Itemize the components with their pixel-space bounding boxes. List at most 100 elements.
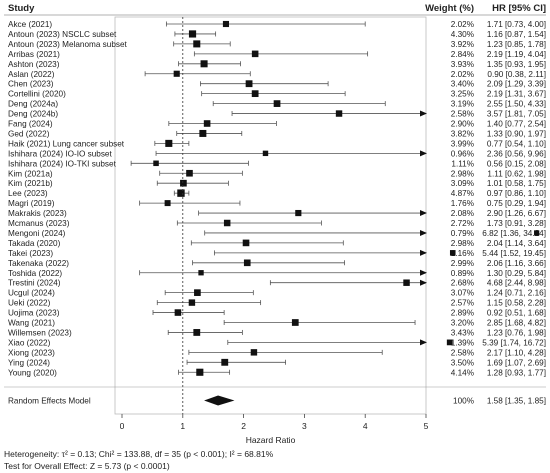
study-label: Fang (2024) bbox=[8, 120, 53, 129]
study-label: Toshida (2022) bbox=[8, 269, 62, 278]
study-label: Magri (2019) bbox=[8, 199, 55, 208]
ci-arrow bbox=[420, 279, 427, 286]
study-weight: 2.90% bbox=[451, 120, 474, 129]
study-row: Kim (2021b) 3.09% 1.01 [0.58, 1.75] bbox=[8, 179, 546, 188]
study-hr-ci: 1.11 [0.62, 1.98] bbox=[487, 169, 546, 178]
summary-label: Random Effects Model bbox=[8, 397, 91, 406]
study-label: Takada (2020) bbox=[8, 239, 61, 248]
study-weight: 2.58% bbox=[451, 348, 474, 357]
point-estimate bbox=[250, 349, 258, 356]
study-label: Deng (2024b) bbox=[8, 110, 58, 119]
study-row: Makrakis (2023) 2.08% 2.90 [1.26, 6.67] bbox=[8, 209, 546, 218]
study-hr-ci: 0.97 [0.86, 1.10] bbox=[487, 189, 546, 198]
study-hr-ci: 1.33 [0.90, 1.97] bbox=[487, 129, 546, 138]
study-label: Arribas (2021) bbox=[8, 50, 60, 59]
plot-frame bbox=[114, 16, 427, 415]
study-hr-ci: 5.39 [1.74, 16.72] bbox=[482, 338, 546, 347]
study-row: Haik (2021) Lung cancer subset 3.99% 0.77 … bbox=[8, 139, 546, 148]
x-tick-label: 5 bbox=[424, 421, 429, 431]
study-hr-ci: 2.55 [1.50, 4.33] bbox=[487, 100, 546, 109]
x-tick-label: 2 bbox=[241, 421, 246, 431]
heterogeneity-text: Heterogeneity: τ² = 0.13; Chi² = 133.88,… bbox=[4, 449, 274, 459]
study-hr-ci: 1.16 [0.87, 1.54] bbox=[487, 30, 546, 39]
study-hr-ci: 0.90 [0.38, 2.11] bbox=[487, 70, 546, 79]
point-estimate bbox=[200, 60, 208, 68]
study-hr-ci: 0.56 [0.15, 2.08] bbox=[487, 159, 546, 168]
x-tick-label: 4 bbox=[363, 421, 368, 431]
study-hr-ci: 0.77 [0.54, 1.10] bbox=[487, 139, 546, 148]
x-axis: 0 1 2 3 4 5 bbox=[120, 414, 429, 431]
study-label: Xiong (2023) bbox=[8, 348, 55, 357]
study-row: Antoun (2023) NSCLC subset 4.30% 1.16 [0.8… bbox=[8, 30, 546, 39]
point-estimate bbox=[180, 179, 187, 187]
study-weight: 4.87% bbox=[451, 189, 474, 198]
study-row: Toshida (2022) 0.89% 1.30 [0.29, 5.84] bbox=[8, 269, 546, 278]
summary-hr-ci: 1.58 [1.35, 1.85] bbox=[487, 397, 546, 406]
study-label: Mcmanus (2023) bbox=[8, 219, 70, 228]
header-hr: HR [95% CI] bbox=[492, 3, 546, 14]
study-weight: 3.82% bbox=[451, 129, 474, 138]
study-row: Xiong (2023) 2.58% 2.17 [1.10, 4.28] bbox=[8, 348, 546, 357]
point-estimate bbox=[188, 299, 196, 306]
study-row: Antoun (2023) Melanoma subset 3.92% 1.23 [… bbox=[8, 40, 546, 49]
x-axis-label: Hazard Ratio bbox=[246, 435, 296, 445]
ci-arrow bbox=[420, 229, 427, 236]
study-weight: 3.93% bbox=[451, 60, 474, 69]
study-weight: 2.68% bbox=[451, 279, 474, 288]
study-row: Deng (2024b) 2.58% 3.57 [1.81, 7.05] bbox=[8, 110, 546, 119]
study-row: Arribas (2021) 2.84% 2.19 [1.19, 4.04] bbox=[8, 50, 546, 59]
study-row: Young (2020) 4.14% 1.28 [0.93, 1.77] bbox=[8, 368, 546, 377]
study-hr-ci: 1.15 [0.58, 2.28] bbox=[487, 299, 546, 308]
study-row: Mengoni (2024) 0.79% 6.82 [1.36, 34.24] bbox=[8, 229, 546, 238]
point-estimate bbox=[193, 40, 201, 48]
study-hr-ci: 2.09 [1.29, 3.39] bbox=[487, 80, 546, 89]
study-label: Makrakis (2023) bbox=[8, 209, 67, 218]
study-rows: Akce (2021) 2.02% 1.71 [0.73, 4.00]Antoun … bbox=[8, 20, 546, 377]
study-hr-ci: 2.17 [1.10, 4.28] bbox=[487, 348, 546, 357]
study-hr-ci: 1.01 [0.58, 1.75] bbox=[487, 179, 546, 188]
study-weight: 0.96% bbox=[451, 149, 474, 158]
study-weight: 1.39% bbox=[451, 338, 474, 347]
study-label: Uojima (2023) bbox=[8, 309, 60, 318]
study-weight: 2.02% bbox=[451, 70, 474, 79]
point-estimate bbox=[173, 70, 180, 77]
study-row: Chen (2023) 3.40% 2.09 [1.29, 3.39] bbox=[8, 80, 546, 89]
study-label: Kim (2021a) bbox=[8, 169, 53, 178]
study-label: Ishihara (2024) IO-IO subset bbox=[8, 149, 112, 158]
ci-arrow bbox=[420, 210, 427, 217]
study-hr-ci: 1.35 [0.93, 1.95] bbox=[487, 60, 546, 69]
ci-arrow bbox=[420, 110, 427, 117]
point-estimate bbox=[193, 329, 201, 336]
point-estimate bbox=[245, 80, 253, 88]
study-label: Young (2020) bbox=[8, 368, 57, 377]
study-row: Takada (2020) 2.98% 2.04 [1.14, 3.64] bbox=[8, 239, 546, 248]
study-row: Trestini (2024) 2.68% 4.68 [2.44, 8.98] bbox=[8, 279, 546, 288]
study-weight: 4.14% bbox=[451, 368, 474, 377]
study-label: Ishihara (2024) IO-TKI subset bbox=[8, 159, 117, 168]
study-weight: 2.57% bbox=[451, 299, 474, 308]
study-label: Wang (2021) bbox=[8, 319, 55, 328]
study-label: Antoun (2023) NSCLC subset bbox=[8, 30, 117, 39]
x-tick-label: 0 bbox=[120, 421, 125, 431]
study-row: Ged (2022) 3.82% 1.33 [0.90, 1.97] bbox=[8, 129, 546, 138]
study-row: Lee (2023) 4.87% 0.97 [0.86, 1.10] bbox=[8, 189, 546, 198]
study-label: Cortellini (2020) bbox=[8, 90, 66, 99]
study-label: Ashton (2023) bbox=[8, 60, 60, 69]
point-estimate bbox=[449, 250, 456, 256]
study-label: Takenaka (2022) bbox=[8, 259, 69, 268]
study-hr-ci: 1.24 [0.71, 2.16] bbox=[487, 289, 546, 298]
summary-weight: 100% bbox=[453, 397, 474, 406]
point-estimate bbox=[221, 358, 229, 366]
study-weight: 2.84% bbox=[451, 50, 474, 59]
point-estimate bbox=[223, 219, 231, 227]
study-label: Deng (2024a) bbox=[8, 100, 58, 109]
study-row: Uojima (2023) 2.89% 0.92 [0.51, 1.68] bbox=[8, 309, 546, 318]
study-label: Lee (2023) bbox=[8, 189, 48, 198]
study-hr-ci: 5.44 [1.52, 19.45] bbox=[482, 249, 546, 258]
point-estimate bbox=[199, 129, 207, 137]
study-hr-ci: 1.71 [0.73, 4.00] bbox=[487, 20, 546, 29]
point-estimate bbox=[273, 100, 281, 107]
point-estimate bbox=[251, 90, 259, 98]
study-label: Kim (2021b) bbox=[8, 179, 53, 188]
